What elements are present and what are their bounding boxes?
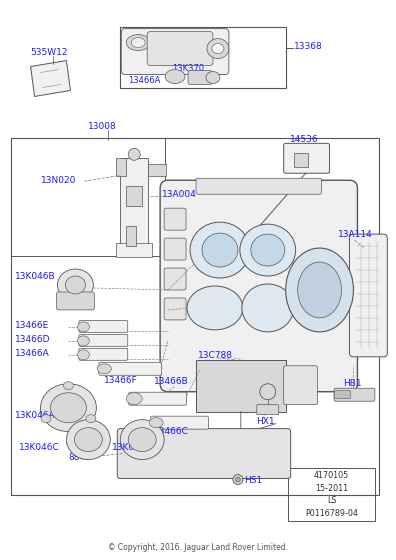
Ellipse shape bbox=[128, 428, 156, 451]
FancyBboxPatch shape bbox=[349, 234, 387, 357]
FancyBboxPatch shape bbox=[334, 388, 375, 401]
Text: 13K046B: 13K046B bbox=[15, 272, 55, 281]
Ellipse shape bbox=[86, 414, 96, 423]
Ellipse shape bbox=[240, 224, 296, 276]
Bar bbox=[126, 226, 136, 246]
Ellipse shape bbox=[165, 69, 185, 83]
Text: 8845: 8845 bbox=[69, 453, 91, 462]
FancyBboxPatch shape bbox=[284, 143, 329, 173]
Text: HB1: HB1 bbox=[343, 379, 362, 388]
Bar bbox=[196, 360, 286, 412]
FancyBboxPatch shape bbox=[257, 405, 279, 414]
FancyBboxPatch shape bbox=[147, 31, 213, 66]
Ellipse shape bbox=[251, 234, 285, 266]
Ellipse shape bbox=[63, 382, 73, 390]
FancyBboxPatch shape bbox=[57, 292, 94, 310]
FancyBboxPatch shape bbox=[284, 366, 318, 405]
Ellipse shape bbox=[298, 262, 341, 318]
FancyBboxPatch shape bbox=[99, 362, 162, 375]
FancyBboxPatch shape bbox=[121, 29, 229, 74]
Bar bbox=[148, 164, 166, 176]
FancyBboxPatch shape bbox=[150, 416, 208, 429]
Ellipse shape bbox=[149, 418, 163, 428]
Text: 13466B: 13466B bbox=[154, 377, 189, 386]
Text: 13466F: 13466F bbox=[104, 376, 138, 385]
Text: 13466E: 13466E bbox=[15, 321, 49, 330]
FancyBboxPatch shape bbox=[79, 334, 128, 346]
Bar bbox=[287, 468, 375, 521]
Text: 13368: 13368 bbox=[294, 42, 322, 51]
Circle shape bbox=[128, 148, 140, 160]
Text: 535W12: 535W12 bbox=[30, 48, 68, 57]
Text: 13N020: 13N020 bbox=[40, 176, 76, 185]
Bar bbox=[126, 186, 142, 206]
Ellipse shape bbox=[120, 419, 164, 460]
Text: 13K046C: 13K046C bbox=[19, 443, 59, 452]
Text: 13466C: 13466C bbox=[154, 427, 189, 436]
Bar bbox=[120, 27, 286, 88]
Ellipse shape bbox=[97, 364, 111, 374]
FancyBboxPatch shape bbox=[335, 391, 350, 399]
Circle shape bbox=[233, 474, 243, 484]
Text: 4170105
15-2011
LS
P0116789-04: 4170105 15-2011 LS P0116789-04 bbox=[305, 471, 358, 517]
Ellipse shape bbox=[187, 286, 243, 330]
FancyBboxPatch shape bbox=[160, 180, 358, 392]
Ellipse shape bbox=[190, 222, 250, 278]
Ellipse shape bbox=[207, 39, 229, 59]
Polygon shape bbox=[30, 60, 70, 96]
Ellipse shape bbox=[78, 350, 89, 360]
FancyBboxPatch shape bbox=[164, 238, 186, 260]
Bar bbox=[294, 153, 308, 167]
FancyBboxPatch shape bbox=[164, 268, 186, 290]
Bar bbox=[116, 243, 152, 257]
Ellipse shape bbox=[126, 393, 142, 405]
Text: 14536: 14536 bbox=[290, 135, 318, 144]
FancyBboxPatch shape bbox=[117, 428, 291, 478]
Bar bbox=[11, 138, 165, 256]
Ellipse shape bbox=[40, 384, 96, 432]
Ellipse shape bbox=[212, 44, 224, 54]
Ellipse shape bbox=[67, 419, 110, 460]
Ellipse shape bbox=[41, 414, 51, 423]
Text: 13C788: 13C788 bbox=[198, 351, 233, 360]
FancyBboxPatch shape bbox=[164, 298, 186, 320]
Text: © Copyright, 2016. Jaguar Land Rover Limited.: © Copyright, 2016. Jaguar Land Rover Lim… bbox=[108, 543, 288, 552]
Ellipse shape bbox=[206, 72, 220, 83]
FancyBboxPatch shape bbox=[129, 392, 187, 405]
Bar bbox=[120, 158, 148, 253]
Bar bbox=[116, 158, 126, 176]
Bar bbox=[126, 437, 282, 469]
FancyBboxPatch shape bbox=[79, 348, 128, 360]
Ellipse shape bbox=[202, 233, 238, 267]
Text: 13466D: 13466D bbox=[15, 335, 50, 344]
Text: 13K370: 13K370 bbox=[172, 64, 204, 73]
FancyBboxPatch shape bbox=[188, 71, 212, 85]
FancyBboxPatch shape bbox=[164, 208, 186, 230]
Text: 13K046B: 13K046B bbox=[112, 443, 153, 452]
Text: 13466A: 13466A bbox=[15, 349, 50, 358]
Text: 13A114: 13A114 bbox=[337, 230, 372, 239]
Ellipse shape bbox=[78, 336, 89, 346]
Ellipse shape bbox=[57, 269, 93, 301]
Ellipse shape bbox=[126, 35, 150, 50]
Text: 13A004: 13A004 bbox=[162, 190, 197, 199]
Text: HS1: HS1 bbox=[244, 476, 262, 485]
Ellipse shape bbox=[131, 38, 145, 48]
Ellipse shape bbox=[51, 393, 86, 423]
Ellipse shape bbox=[242, 284, 294, 332]
Bar bbox=[11, 138, 379, 496]
Text: 13K046A: 13K046A bbox=[15, 411, 55, 420]
Ellipse shape bbox=[78, 322, 89, 332]
Text: 13466A: 13466A bbox=[128, 76, 161, 85]
Text: HX1: HX1 bbox=[256, 417, 274, 426]
FancyBboxPatch shape bbox=[196, 178, 322, 194]
Text: 13008: 13008 bbox=[88, 122, 117, 131]
Ellipse shape bbox=[74, 428, 102, 451]
Circle shape bbox=[235, 477, 240, 482]
FancyBboxPatch shape bbox=[79, 320, 128, 333]
Ellipse shape bbox=[286, 248, 354, 332]
Ellipse shape bbox=[65, 276, 86, 294]
Ellipse shape bbox=[260, 384, 276, 400]
